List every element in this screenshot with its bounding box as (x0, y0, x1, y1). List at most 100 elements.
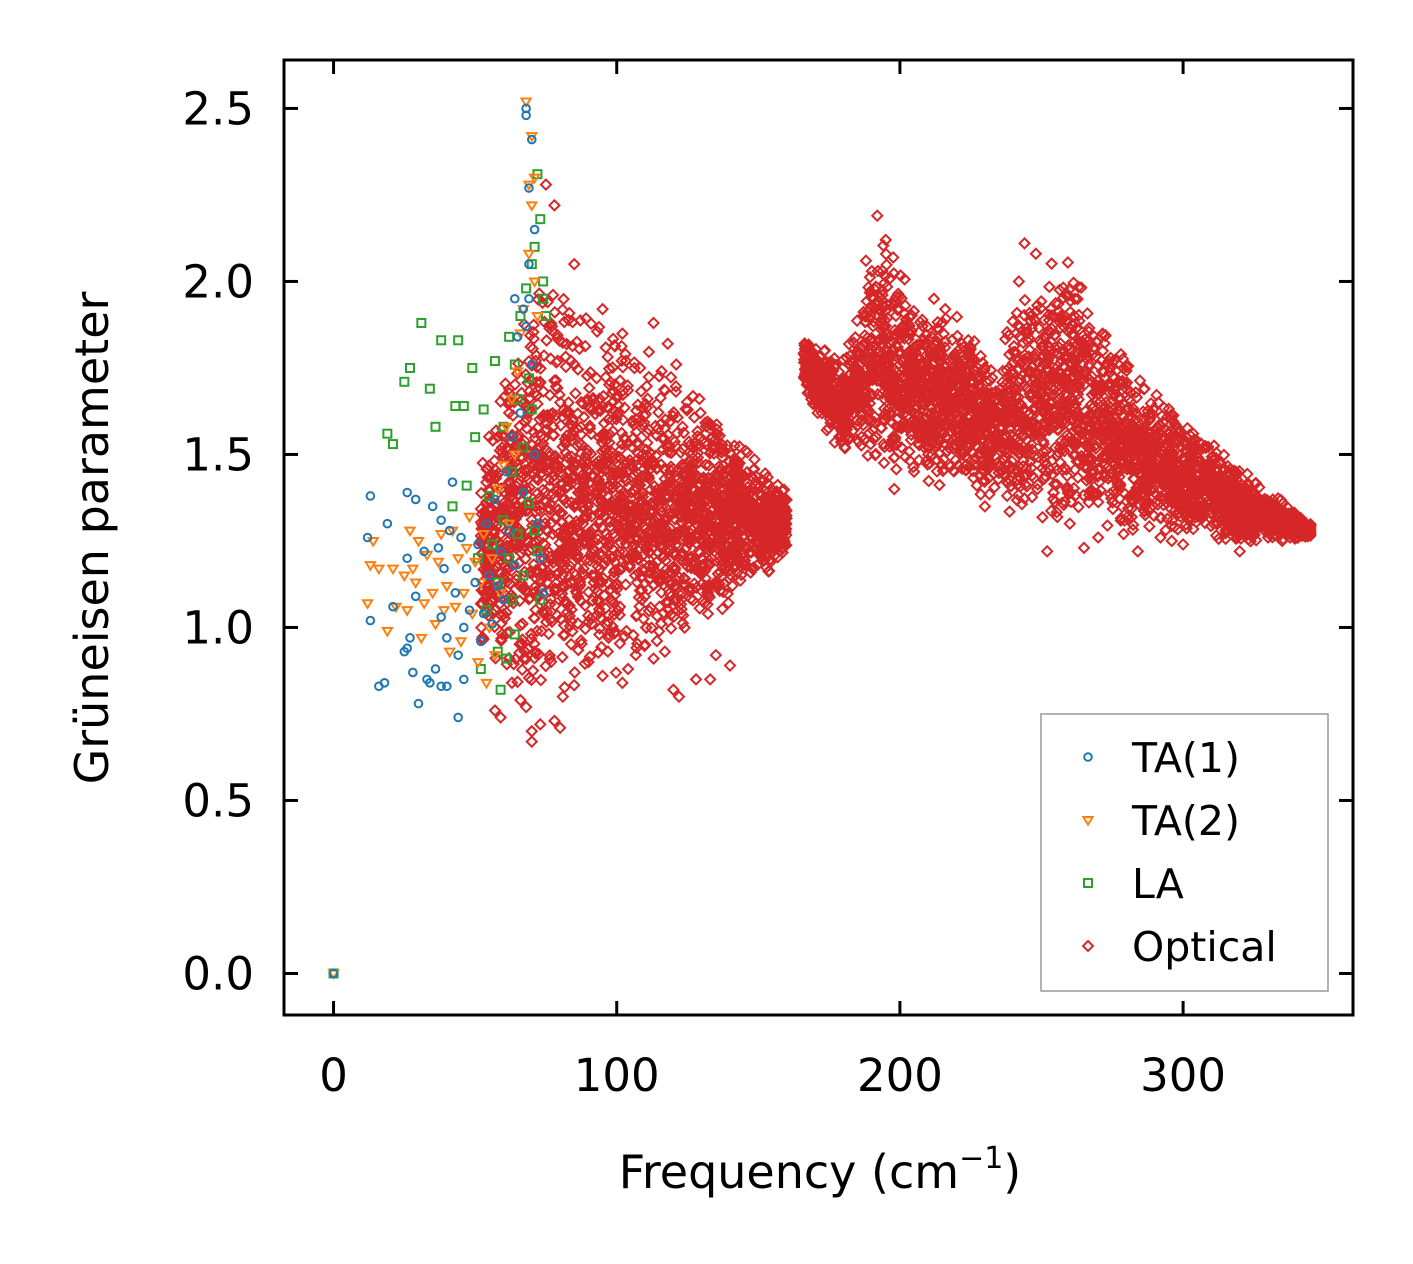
optical-point (970, 479, 984, 492)
optical-point (514, 579, 527, 593)
optical-point (553, 396, 567, 409)
optical-point (702, 557, 715, 571)
optical-point (947, 366, 960, 380)
optical-point (530, 624, 544, 638)
optical-point (515, 546, 528, 560)
optical-point (538, 512, 552, 525)
optical-point (923, 344, 937, 358)
optical-point (711, 567, 725, 581)
optical-point (641, 392, 655, 406)
optical-point (884, 391, 898, 405)
optical-point (520, 488, 534, 502)
optical-point (966, 377, 980, 390)
optical-point (886, 251, 900, 264)
optical-point (691, 451, 705, 464)
optical-point (481, 470, 495, 484)
optical-point (615, 464, 629, 478)
optical-point (513, 419, 527, 433)
optical-point (1071, 292, 1084, 306)
optical-point (776, 493, 789, 507)
optical-point (523, 391, 537, 405)
points-layer (327, 97, 1317, 981)
optical-point (557, 315, 571, 329)
optical-point (983, 374, 997, 388)
optical-point (599, 428, 613, 442)
optical-point (550, 464, 564, 478)
optical-point (754, 542, 768, 556)
optical-point (554, 418, 568, 432)
optical-point (589, 485, 603, 498)
optical-point (566, 339, 579, 353)
optical-point (695, 552, 709, 566)
optical-point (658, 413, 672, 427)
optical-point (619, 474, 633, 488)
optical-point (948, 438, 962, 452)
optical-point (798, 349, 812, 363)
optical-point (720, 463, 734, 477)
optical-point (887, 451, 901, 465)
optical-point (977, 473, 991, 487)
optical-point (822, 421, 836, 435)
optical-point (664, 621, 678, 635)
optical-point (1209, 529, 1223, 542)
optical-point (628, 468, 641, 482)
optical-point (560, 474, 574, 488)
optical-point (1052, 446, 1065, 459)
optical-point (747, 561, 761, 574)
optical-point (630, 453, 644, 467)
optical-point (898, 272, 912, 286)
optical-point (715, 520, 729, 534)
optical-point (868, 282, 882, 296)
optical-point (1050, 505, 1064, 519)
optical-point (622, 497, 636, 511)
optical-point (759, 491, 773, 505)
optical-point (483, 470, 497, 484)
optical-point (475, 583, 489, 597)
optical-point (895, 385, 909, 399)
optical-point (860, 294, 874, 308)
optical-point (584, 447, 598, 461)
optical-point (572, 551, 585, 565)
optical-point (895, 352, 909, 366)
optical-point (873, 290, 887, 303)
optical-point (910, 338, 924, 352)
optical-point (674, 593, 688, 607)
optical-point (698, 538, 712, 552)
optical-point (544, 497, 558, 511)
optical-point (824, 386, 838, 400)
optical-point (659, 509, 673, 523)
optical-point (522, 592, 536, 606)
optical-point (599, 601, 613, 615)
optical-point (853, 358, 867, 371)
optical-point (702, 509, 716, 523)
optical-point (726, 525, 740, 538)
optical-point (719, 497, 733, 511)
optical-point (954, 360, 968, 373)
optical-point (585, 546, 599, 560)
optical-point (685, 498, 699, 512)
optical-point (928, 431, 942, 445)
optical-point (868, 410, 882, 424)
optical-point (1104, 491, 1118, 505)
optical-point (1064, 495, 1078, 509)
optical-point (718, 561, 732, 575)
optical-point (579, 493, 593, 507)
optical-point (520, 412, 534, 426)
optical-point (669, 385, 683, 398)
optical-point (531, 397, 544, 411)
optical-point (549, 355, 563, 369)
optical-point (564, 521, 578, 535)
optical-point (865, 331, 878, 345)
optical-point (862, 280, 875, 294)
optical-point (890, 438, 904, 452)
optical-point (551, 331, 564, 345)
optical-point (525, 513, 539, 527)
optical-point (958, 450, 972, 464)
optical-point (663, 479, 677, 493)
optical-point (761, 515, 774, 529)
optical-point (618, 489, 632, 503)
optical-point (811, 396, 825, 410)
optical-point (553, 486, 567, 500)
optical-point (1039, 444, 1053, 458)
optical-point (536, 411, 550, 425)
